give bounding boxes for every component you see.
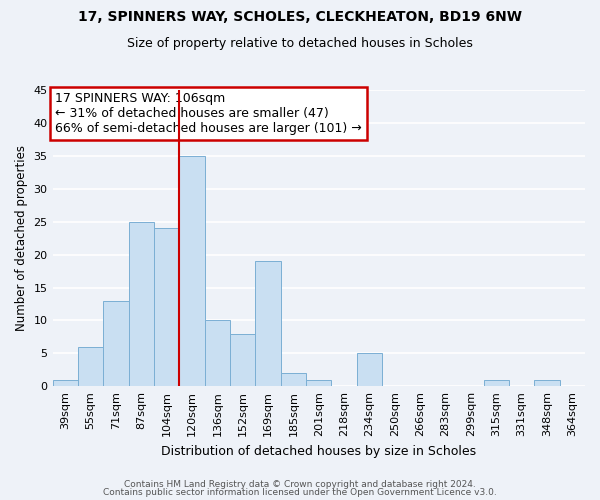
Bar xyxy=(128,222,154,386)
Text: Size of property relative to detached houses in Scholes: Size of property relative to detached ho… xyxy=(127,38,473,51)
Bar xyxy=(78,347,103,386)
Text: Contains public sector information licensed under the Open Government Licence v3: Contains public sector information licen… xyxy=(103,488,497,497)
Bar xyxy=(484,380,509,386)
X-axis label: Distribution of detached houses by size in Scholes: Distribution of detached houses by size … xyxy=(161,444,476,458)
Bar xyxy=(281,373,306,386)
Y-axis label: Number of detached properties: Number of detached properties xyxy=(15,146,28,332)
Bar xyxy=(357,354,382,386)
Text: 17 SPINNERS WAY: 106sqm
← 31% of detached houses are smaller (47)
66% of semi-de: 17 SPINNERS WAY: 106sqm ← 31% of detache… xyxy=(55,92,362,135)
Bar xyxy=(230,334,256,386)
Bar xyxy=(154,228,179,386)
Bar xyxy=(179,156,205,386)
Bar xyxy=(534,380,560,386)
Bar xyxy=(53,380,78,386)
Text: Contains HM Land Registry data © Crown copyright and database right 2024.: Contains HM Land Registry data © Crown c… xyxy=(124,480,476,489)
Bar xyxy=(306,380,331,386)
Bar xyxy=(205,320,230,386)
Bar xyxy=(103,301,128,386)
Text: 17, SPINNERS WAY, SCHOLES, CLECKHEATON, BD19 6NW: 17, SPINNERS WAY, SCHOLES, CLECKHEATON, … xyxy=(78,10,522,24)
Bar xyxy=(256,262,281,386)
